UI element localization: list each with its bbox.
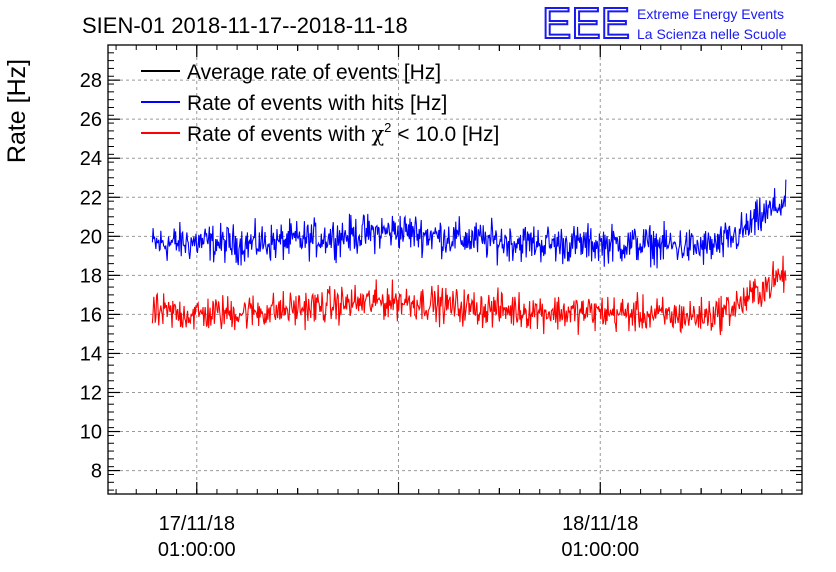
y-axis-label: Rate [Hz] (3, 59, 31, 163)
plot-frame (107, 44, 803, 495)
y-tick-label: 20 (80, 226, 102, 248)
y-tick-label: 28 (80, 70, 102, 92)
legend-label-chi2: Rate of events with χ2 < 10.0 [Hz] (187, 120, 499, 146)
y-tick-label: 14 (80, 343, 102, 365)
series-line (151, 179, 787, 269)
x-tick-label-date: 18/11/18 (562, 513, 638, 535)
x-tick-label-time: 01:00:00 (158, 539, 236, 561)
y-tick-label: 16 (80, 304, 102, 326)
x-tick-label-date: 17/11/18 (159, 513, 235, 535)
y-tick-label: 10 (80, 422, 102, 444)
grid (108, 45, 802, 494)
y-tick-label: 12 (80, 382, 102, 404)
y-tick-label: 26 (80, 109, 102, 131)
y-tick-label: 22 (80, 187, 102, 209)
brand-line-1: Extreme Energy Events (637, 6, 784, 22)
y-tick-label: 18 (80, 265, 102, 287)
axes: 8 10 12 14 16 18 20 22 24 26 28 17/11/18 01:00:00 18/… (80, 45, 802, 561)
series-line (151, 255, 787, 335)
y-tick-label: 24 (80, 148, 102, 170)
legend: Average rate of events [Hz] Rate of even… (141, 61, 499, 146)
chart-title: SIEN-01 2018-11-17--2018-11-18 (82, 13, 408, 38)
y-tick-label: 8 (91, 461, 102, 483)
legend-label-average: Average rate of events [Hz] (187, 61, 441, 84)
eee-brand: EEE Extreme Energy Events La Scienza nel… (541, 0, 787, 49)
brand-line-2: La Scienza nelle Scuole (637, 26, 787, 42)
eee-logo: EEE (542, 0, 630, 48)
legend-label-hits: Rate of events with hits [Hz] (187, 92, 447, 115)
series-group (151, 179, 787, 335)
x-tick-label-time: 01:00:00 (561, 539, 639, 561)
